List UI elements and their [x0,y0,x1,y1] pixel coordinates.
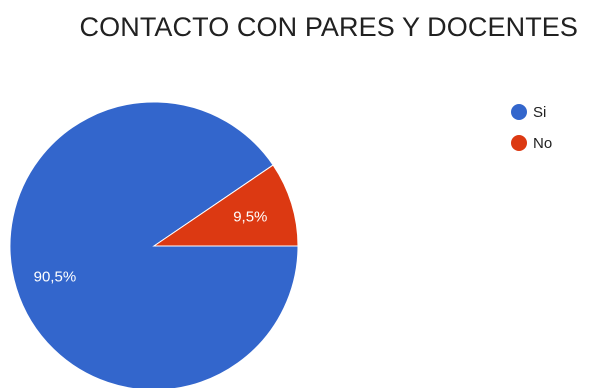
legend-label-si: Si [533,104,546,121]
pie-slices [9,101,299,388]
slice-label-no: 9,5% [233,208,267,225]
legend-swatch-si [511,104,527,120]
pie-slice-si [9,101,299,388]
legend-swatch-no [511,135,527,151]
chart-title: CONTACTO CON PARES Y DOCENTES [79,12,578,42]
legend-label-no: No [533,135,552,152]
legend: Si No [511,104,552,152]
slice-label-si: 90,5% [34,269,77,286]
pie-slice-labels: 90,5% 9,5% [34,208,268,285]
pie-slice-no [152,164,299,247]
